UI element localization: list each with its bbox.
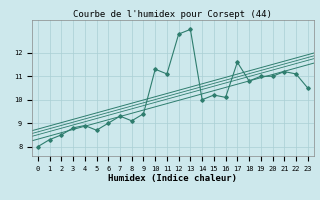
Title: Courbe de l'humidex pour Corsept (44): Courbe de l'humidex pour Corsept (44) [73,10,272,19]
X-axis label: Humidex (Indice chaleur): Humidex (Indice chaleur) [108,174,237,184]
